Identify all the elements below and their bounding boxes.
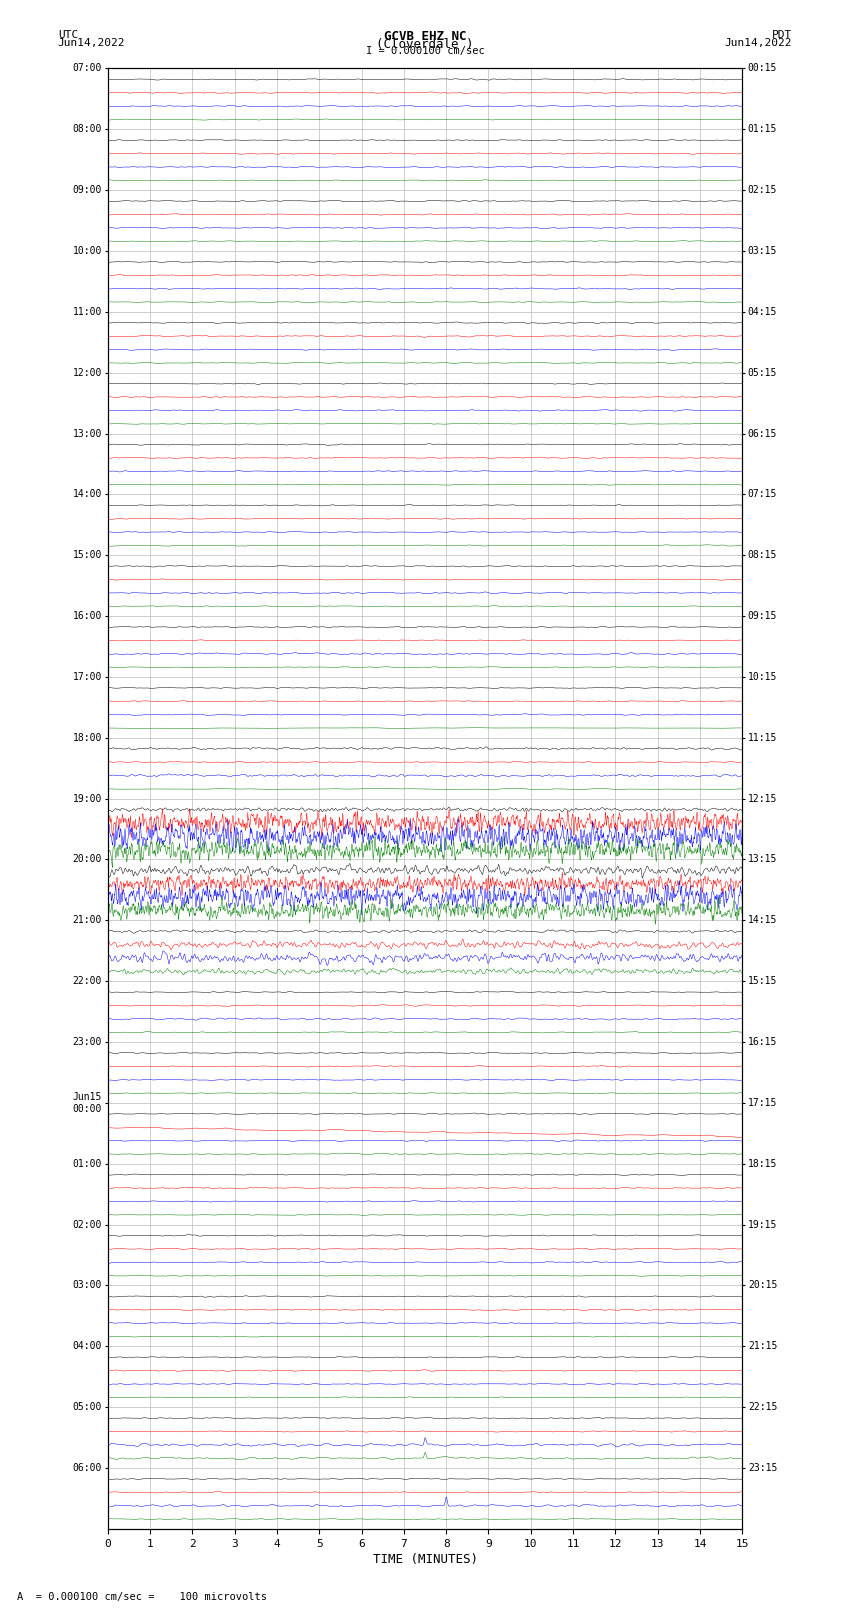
Text: (Cloverdale ): (Cloverdale )	[377, 39, 473, 52]
Text: A  = 0.000100 cm/sec =    100 microvolts: A = 0.000100 cm/sec = 100 microvolts	[17, 1592, 267, 1602]
Text: UTC: UTC	[58, 31, 78, 40]
X-axis label: TIME (MINUTES): TIME (MINUTES)	[372, 1553, 478, 1566]
Text: Jun14,2022: Jun14,2022	[58, 39, 125, 48]
Text: GCVB EHZ NC: GCVB EHZ NC	[383, 31, 467, 44]
Text: I = 0.000100 cm/sec: I = 0.000100 cm/sec	[366, 45, 484, 56]
Text: Jun14,2022: Jun14,2022	[725, 39, 792, 48]
Text: PDT: PDT	[772, 31, 792, 40]
